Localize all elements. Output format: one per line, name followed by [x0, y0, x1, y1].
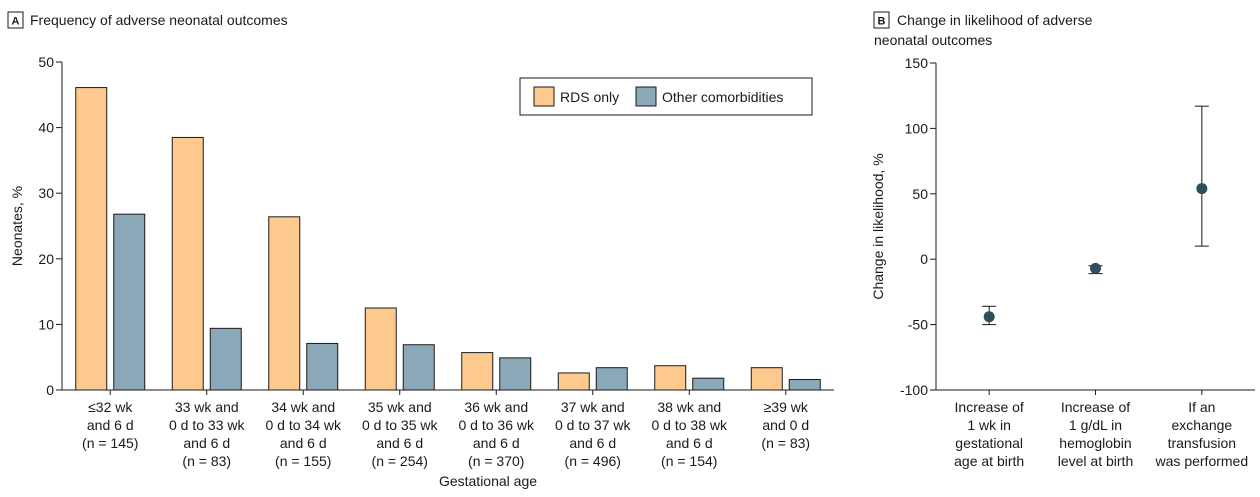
panel-b-chart: -100 -50 0 50 100 150 Change in likelihood, % I… [870, 55, 1255, 469]
y-tick-label: 50 [38, 54, 54, 70]
x-tick-label: 38 wk and [657, 399, 721, 415]
y-axis-label: Neonates, % [9, 186, 25, 266]
bar-other-comorbidities [210, 328, 241, 390]
x-tick-label: (n = 254) [372, 453, 428, 469]
y-tick-label: 50 [912, 186, 928, 202]
point-estimate [1196, 183, 1207, 194]
bar-other-comorbidities [596, 368, 627, 390]
x-tick-label: (n = 155) [275, 453, 331, 469]
x-tick-label: 0 d to 36 wk [459, 417, 535, 433]
bar-rds-only [172, 137, 203, 390]
panel-b-letter: B [878, 16, 886, 28]
legend-swatch-rds-only [534, 87, 554, 106]
x-tick-label: and 6 d [569, 435, 616, 451]
point-estimate [984, 311, 995, 322]
x-tick-label: transfusion [1168, 435, 1236, 451]
y-tick-label: -100 [900, 382, 928, 398]
x-tick-label: and 6 d [183, 435, 230, 451]
x-tick-label: and 6 d [280, 435, 327, 451]
x-tick-label: 35 wk and [368, 399, 432, 415]
x-tick-label: (n = 370) [468, 453, 524, 469]
y-tick-label: 150 [905, 55, 929, 71]
x-axis-label: Gestational age [439, 473, 537, 489]
x-tick-label: 0 d to 35 wk [362, 417, 438, 433]
x-tick-label: exchange [1171, 417, 1232, 433]
panel-b-title-line-1: Change in likelihood of adverse [897, 12, 1093, 28]
bar-rds-only [655, 366, 686, 390]
x-tick-label: hemoglobin [1059, 435, 1131, 451]
bar-other-comorbidities [789, 380, 820, 390]
legend-swatch-other-comorbidities [636, 87, 656, 106]
x-tick-label: (n = 83) [182, 453, 231, 469]
x-tick-label: (n = 496) [565, 453, 621, 469]
x-tick-label: and 6 d [87, 417, 134, 433]
legend: RDS only Other comorbidities [520, 78, 812, 115]
bar-rds-only [558, 373, 589, 390]
bar-other-comorbidities [307, 343, 338, 390]
y-tick-label: 20 [38, 251, 54, 267]
y-axis-label: Change in likelihood, % [870, 153, 886, 299]
panel-b-title-line-2: neonatal outcomes [874, 32, 992, 48]
panel-a-letter: A [12, 16, 20, 28]
y-tick-label: 40 [38, 120, 54, 136]
bar-other-comorbidities [693, 378, 724, 390]
y-tick-label: 30 [38, 185, 54, 201]
bar-other-comorbidities [114, 214, 145, 390]
x-tick-label: 1 g/dL in [1069, 417, 1122, 433]
x-tick-label: 0 d to 34 wk [266, 417, 342, 433]
x-tick-label: 1 wk in [967, 417, 1011, 433]
point-estimate [1090, 263, 1101, 274]
bar-other-comorbidities [403, 345, 434, 390]
x-tick-label: and 6 d [376, 435, 423, 451]
bar-rds-only [269, 217, 300, 390]
x-tick-label: If an [1188, 399, 1215, 415]
legend-label-rds-only: RDS only [560, 89, 619, 105]
x-tick-label: and 0 d [762, 417, 809, 433]
x-tick-label: was performed [1155, 453, 1249, 469]
x-tick-label: level at birth [1058, 453, 1133, 469]
bar-rds-only [751, 368, 782, 390]
x-tick-label: 0 d to 37 wk [555, 417, 631, 433]
bar-rds-only [365, 308, 396, 390]
x-tick-label: 0 d to 38 wk [652, 417, 728, 433]
x-tick-label: 33 wk and [175, 399, 239, 415]
bar-rds-only [462, 353, 493, 390]
bar-rds-only [76, 88, 107, 390]
x-tick-label: 34 wk and [271, 399, 335, 415]
x-tick-label: Increase of [1061, 399, 1130, 415]
y-tick-label: 100 [905, 120, 929, 136]
y-tick-label: 0 [46, 382, 54, 398]
x-tick-label: 0 d to 33 wk [169, 417, 245, 433]
x-tick-label: 37 wk and [561, 399, 625, 415]
panel-a-title: Frequency of adverse neonatal outcomes [30, 12, 288, 28]
panel-b-header: B Change in likelihood of adverse neonat… [874, 12, 1093, 48]
x-tick-label: and 6 d [666, 435, 713, 451]
bar-other-comorbidities [500, 358, 531, 390]
y-tick-label: 10 [38, 316, 54, 332]
x-tick-label: gestational [955, 435, 1023, 451]
panel-a-header: A Frequency of adverse neonatal outcomes [8, 12, 288, 28]
x-tick-label: age at birth [954, 453, 1024, 469]
x-tick-label: ≥39 wk [764, 399, 809, 415]
x-tick-label: 36 wk and [464, 399, 528, 415]
x-tick-label: and 6 d [473, 435, 520, 451]
legend-label-other-comorbidities: Other comorbidities [662, 89, 783, 105]
x-tick-label: ≤32 wk [88, 399, 133, 415]
x-tick-label: (n = 154) [661, 453, 717, 469]
x-tick-label: (n = 83) [761, 435, 810, 451]
x-tick-label: (n = 145) [82, 435, 138, 451]
x-tick-label: Increase of [955, 399, 1024, 415]
y-tick-label: 0 [920, 251, 928, 267]
panel-a-chart: 0 10 20 30 40 50 Neonates, % ≤32 wk and 6 d (n = … [9, 54, 834, 489]
y-tick-label: -50 [908, 317, 928, 333]
